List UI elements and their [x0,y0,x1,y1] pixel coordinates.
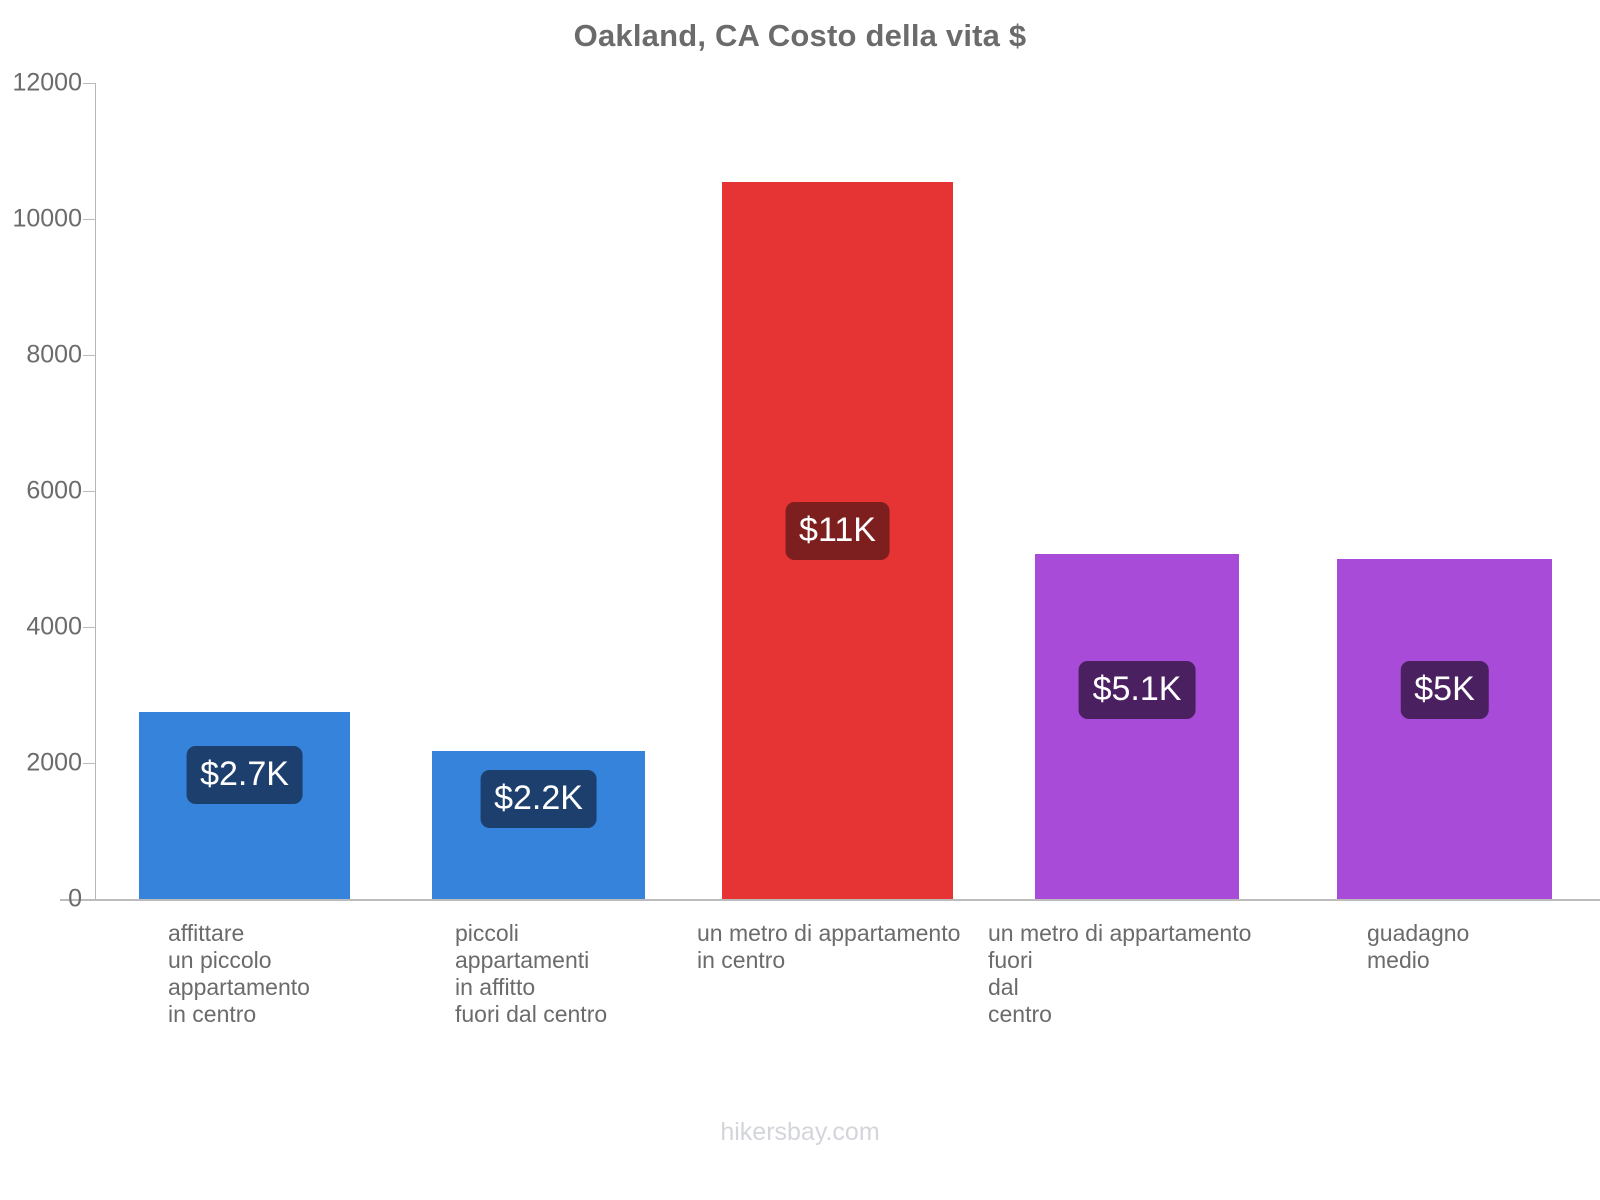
x-axis-category-label: affittare un piccolo appartamento in cen… [168,920,310,1027]
bar-value-label: $11K [785,502,890,560]
y-axis-tick-label: 6000 [26,476,82,505]
bar[interactable]: $2.2K [432,750,645,899]
bar-rect[interactable] [1337,559,1552,899]
bar-value-label: $2.7K [186,746,303,804]
bar-rect[interactable] [139,712,350,899]
x-axis-category-label: guadagno medio [1367,920,1470,973]
page-title: Oakland, CA Costo della vita $ [573,18,1027,53]
y-axis-tick-label: 8000 [26,340,82,369]
bar[interactable]: $2.7K [139,712,350,899]
bar-rect[interactable] [1035,553,1239,899]
y-axis-tick-label: 0 [68,884,82,913]
plot-area: 0 2000 4000 6000 8000 10000 12000 $2.7K $2.2K $1… [12,69,1590,913]
y-axis-tick-mark [83,491,95,492]
source-watermark: hikersbay.com [720,1118,880,1146]
y-axis-tick-mark [83,355,95,356]
y-axis-tick-label: 2000 [26,748,82,777]
bar[interactable]: $5.1K [1035,553,1239,899]
y-axis-tick-mark [83,219,95,220]
y-axis-tick-mark [83,83,95,84]
y-axis-tick-mark [83,763,95,764]
y-axis-tick-mark [83,899,95,900]
y-axis-tick-label: 4000 [26,612,82,641]
x-axis-line [60,899,1600,901]
y-axis-tick-label: 12000 [12,68,82,97]
bar-value-label: $5K [1400,661,1489,719]
x-axis-category-label: un metro di appartamento fuori dal centr… [988,920,1252,1027]
x-axis-category-label: un metro di appartamento in centro [697,920,961,973]
bar[interactable]: $11K [722,181,953,899]
y-axis-line [95,83,96,899]
y-axis-tick-label: 10000 [12,204,82,233]
bar-value-label: $2.2K [480,770,597,828]
bar-value-label: $5.1K [1078,661,1196,719]
bar[interactable]: $5K [1337,559,1552,899]
y-axis-tick-mark [83,627,95,628]
x-axis-category-label: piccoli appartamenti in affitto fuori da… [455,920,608,1027]
